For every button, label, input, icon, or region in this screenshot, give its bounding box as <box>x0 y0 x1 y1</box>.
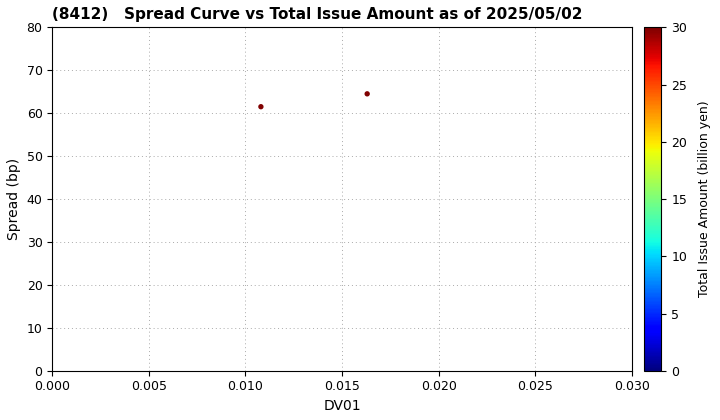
Point <box>361 90 373 97</box>
Y-axis label: Total Issue Amount (billion yen): Total Issue Amount (billion yen) <box>698 101 711 297</box>
Point <box>255 103 266 110</box>
X-axis label: DV01: DV01 <box>323 399 361 413</box>
Text: (8412)   Spread Curve vs Total Issue Amount as of 2025/05/02: (8412) Spread Curve vs Total Issue Amoun… <box>53 7 582 22</box>
Y-axis label: Spread (bp): Spread (bp) <box>7 158 21 240</box>
